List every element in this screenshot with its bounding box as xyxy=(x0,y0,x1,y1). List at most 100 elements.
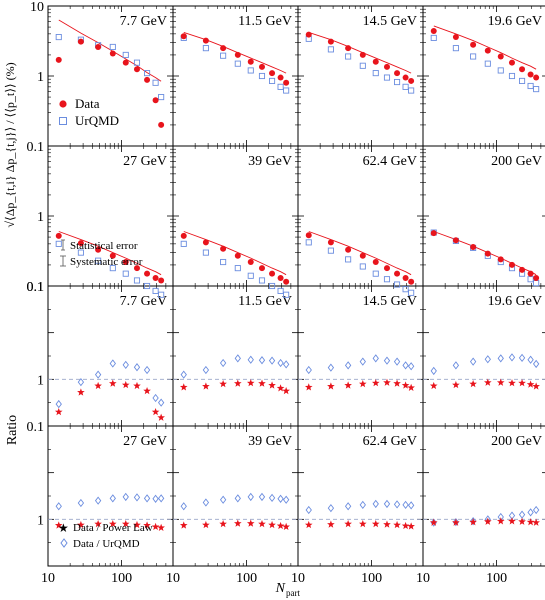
data-point xyxy=(95,43,102,50)
panel-energy-label: 200 GeV xyxy=(491,434,542,449)
urqmd-point xyxy=(497,67,504,74)
urqmd-point xyxy=(327,46,334,53)
urqmd-point xyxy=(122,270,129,277)
ratio-urqmd-point xyxy=(258,492,266,502)
data-point xyxy=(202,37,209,44)
data-point xyxy=(484,47,491,54)
legend-urqmd-ratio-label: Data / UrQMD xyxy=(73,538,140,550)
ratio-urqmd-point xyxy=(247,492,254,502)
ratio-urqmd-point xyxy=(518,353,526,363)
urqmd-point xyxy=(144,70,151,77)
ratio-urqmd-point xyxy=(109,359,116,368)
panel-energy-label: 27 GeV xyxy=(123,434,167,449)
y-tick-label: 0.1 xyxy=(27,280,45,295)
ratio-power-point xyxy=(151,522,160,531)
ratio-power-point xyxy=(518,379,526,387)
ratio-power-point xyxy=(429,518,438,526)
ratio-urqmd-point xyxy=(109,494,116,503)
data-point xyxy=(122,59,129,66)
data-point xyxy=(269,70,276,77)
ratio-urqmd-point xyxy=(372,499,379,509)
data-point xyxy=(220,245,227,252)
data-point xyxy=(394,270,401,277)
ratio-power-point xyxy=(202,520,210,529)
urqmd-point xyxy=(109,265,116,272)
ratio-power-point xyxy=(234,379,242,387)
panel-correlation: 7.7 GeV 0.1 1 10 xyxy=(27,0,174,155)
ratio-power-point xyxy=(344,381,352,389)
data-point xyxy=(402,275,409,282)
data-point xyxy=(345,45,352,52)
panel-energy-label: 62.4 GeV xyxy=(363,434,417,449)
data-point xyxy=(359,51,366,58)
ratio-urqmd-point xyxy=(94,496,102,505)
urqmd-point xyxy=(533,86,540,93)
urqmd-point xyxy=(55,240,62,247)
urqmd-point xyxy=(430,34,437,41)
ratio-power-point xyxy=(121,520,130,528)
ratio-power-point xyxy=(109,379,117,387)
ratio-urqmd-point xyxy=(143,365,151,375)
data-point xyxy=(109,252,116,259)
ratio-urqmd-point xyxy=(532,505,540,515)
urqmd-point xyxy=(383,74,391,81)
ratio-urqmd-point xyxy=(77,377,85,387)
urqmd-point xyxy=(277,287,284,294)
ratio-power-point xyxy=(469,380,477,388)
urqmd-point xyxy=(158,94,165,101)
data-point xyxy=(470,41,477,48)
x-tick-label: 100 xyxy=(236,571,257,586)
ratio-power-point xyxy=(304,520,313,529)
legend-power-marker: ★ xyxy=(58,521,69,535)
ratio-urqmd-point xyxy=(532,359,540,369)
data-point xyxy=(533,74,540,81)
legend-top: Data UrQMD Statistical error Systematic … xyxy=(59,96,143,268)
ratio-urqmd-point xyxy=(452,361,460,370)
urqmd-point xyxy=(519,77,526,84)
data-point xyxy=(383,63,390,70)
data-point xyxy=(55,56,62,63)
panel-ratio: 11.5 GeV xyxy=(172,285,299,427)
data-point xyxy=(133,265,140,272)
ratio-power-point xyxy=(383,378,391,386)
ratio-power-point xyxy=(219,520,227,528)
urqmd-point xyxy=(269,77,276,84)
data-point xyxy=(519,266,526,273)
panel-energy-label: 19.6 GeV xyxy=(488,14,542,29)
data-point xyxy=(258,265,265,272)
ratio-urqmd-point xyxy=(359,500,366,510)
ratio-power-point xyxy=(496,378,505,386)
ratio-urqmd-point xyxy=(383,499,391,509)
panel-energy-label: 11.5 GeV xyxy=(238,14,292,29)
panel-ratio: 19.6 GeV xyxy=(422,285,545,427)
x-tick-label: 10 xyxy=(41,571,55,586)
data-point xyxy=(519,66,526,73)
ratio-power-point xyxy=(258,379,266,387)
ratio-power-point xyxy=(393,520,401,529)
data-point xyxy=(158,121,165,128)
ratio-urqmd-point xyxy=(143,494,151,503)
panel-ratio: 14.5 GeV xyxy=(297,285,424,427)
ratio-power-point xyxy=(151,408,160,416)
urqmd-point xyxy=(202,249,209,256)
panel-correlation: 39 GeV xyxy=(172,145,299,298)
urqmd-point xyxy=(394,281,401,288)
ratio-power-point xyxy=(246,379,255,387)
urqmd-point xyxy=(345,53,352,60)
axis-titles: √⟨Δp_{t,i} Δp_{t,j}⟩ / ⟨⟨p_t⟩⟩ (%) Ratio… xyxy=(3,62,300,598)
urqmd-point xyxy=(345,256,352,263)
urqmd-point xyxy=(484,60,491,67)
data-point xyxy=(109,50,116,57)
legend-stat-marker xyxy=(61,239,65,251)
ratio-power-point xyxy=(327,382,335,390)
ratio-urqmd-point xyxy=(234,494,241,503)
urqmd-point xyxy=(95,257,102,264)
urqmd-point xyxy=(258,72,266,80)
ratio-power-point xyxy=(407,522,415,530)
data-point xyxy=(144,76,151,83)
ratio-urqmd-point xyxy=(180,370,187,379)
data-point xyxy=(305,232,312,239)
ratio-urqmd-point xyxy=(152,393,159,403)
ratio-power-point xyxy=(121,380,130,389)
data-point xyxy=(527,71,534,78)
